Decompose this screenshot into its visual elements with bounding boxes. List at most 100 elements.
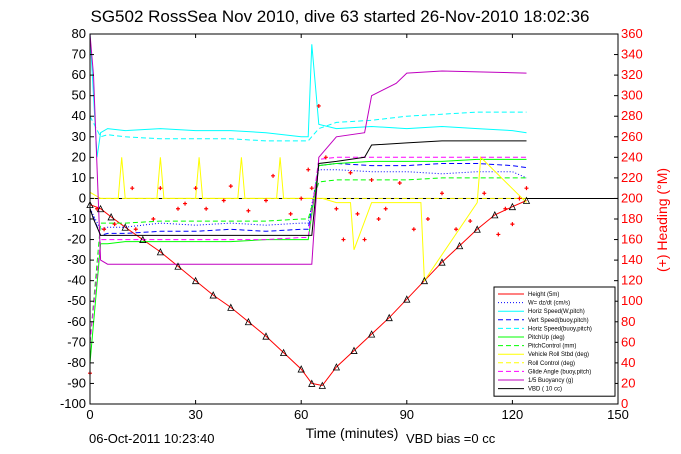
x-tick-label: 90 [400,407,414,422]
heading-point [411,227,416,232]
legend-entry: Roll Control (deg) [528,361,575,367]
heading-point [468,219,473,224]
right-tick-label: 280 [621,108,643,123]
depth-marker [227,303,235,311]
left-tick-label: 10 [72,170,86,185]
heading-point [102,227,107,232]
depth-marker [174,262,182,270]
footer-vbd-bias: VBD bias =0 cc [406,431,496,446]
x-tick-label: 120 [502,407,524,422]
series-line-1 [89,169,527,230]
heading-point [503,206,508,211]
heading-point [183,201,188,206]
legend-entry: Horiz Speed(W,pitch) [528,309,585,315]
heading-point [176,206,180,211]
depth-marker [473,225,481,233]
right-tick-label: 200 [621,190,643,205]
left-axis: -100-90-80-70-60-50-40-30-20-10010203040… [60,26,94,411]
x-tick-label: 60 [294,407,308,422]
left-tick-label: -90 [67,375,86,390]
legend-box [493,286,616,397]
heading-point [348,170,353,175]
series-line-4 [89,111,527,142]
depth-marker [96,204,105,213]
right-tick-label: 240 [621,149,643,164]
left-tick-label: -20 [67,232,86,247]
series-line-2 [89,33,527,158]
depth-marker [350,346,358,354]
left-tick-label: 80 [72,26,86,41]
right-tick-label: 360 [621,26,643,41]
right-tick-label: 260 [621,129,643,144]
heading-point [517,196,522,201]
depth-marker [367,330,376,338]
heading-point [151,217,156,221]
heading-point [309,186,314,191]
right-tick-label: 40 [621,355,635,370]
heading-point [369,177,374,182]
series-line-9 [89,156,527,343]
series-line-3 [89,162,527,237]
heading-point [316,103,321,108]
depth-marker [318,381,326,389]
series-line-11 [89,140,527,236]
heading-point [376,217,381,221]
legend-entry: PitchControl (mm) [528,344,576,350]
heading-point [341,237,346,242]
heading-point [355,211,360,216]
right-tick-label: 300 [621,88,643,103]
legend-entry: Horiz Speed(buoy,pitch) [528,326,592,332]
heading-point [130,186,135,191]
legend-entry: W= dz/dt (cm/s) [528,301,570,307]
heading-point [482,191,487,196]
heading-point [228,184,233,189]
depth-marker [455,241,464,250]
right-tick-label: 180 [621,211,643,226]
right-tick-label: 120 [621,273,643,288]
footer-date: 06-Oct-2011 10:23:40 [89,431,215,446]
right-axis: 0 20 40 60 80 100 120 140 160 180 200 220 240 260 280 3… [614,26,643,411]
legend-entry: PitchUp (deg) [528,335,565,341]
heading-point [383,206,388,211]
series-line-6 [89,177,527,343]
heading-point [221,198,226,203]
depth-marker [522,196,531,204]
x-axis-label: Time (minutes) [306,425,399,441]
left-tick-label: 40 [72,108,86,123]
depth-marker [191,276,200,285]
depth-marker [209,291,217,299]
left-tick-label: 70 [72,47,86,62]
heading-point [299,196,304,201]
heading-point [133,227,138,232]
heading-point [454,227,459,232]
left-tick-label: -10 [67,211,86,226]
right-tick-label: 20 [621,375,635,390]
right-tick-label: 340 [621,47,643,62]
heading-point [204,206,209,211]
x-tick-label: 150 [607,407,629,422]
right-tick-label: 80 [621,314,635,329]
left-tick-label: -50 [67,293,86,308]
legend-entry: 1/5 Buoyancy (g) [528,378,573,384]
depth-marker [491,210,499,219]
depth-marker [385,313,393,322]
heading-point [362,237,367,242]
right-tick-label: 140 [621,252,643,267]
chart-title: SG502 RossSea Nov 2010, dive 63 started … [91,7,590,26]
heading-point [246,208,251,213]
depth-marker [107,213,115,221]
depth-marker [308,379,316,387]
legend: Height (5m) W= dz/dt (cm/s) Horiz Speed(W,… [493,286,616,397]
left-tick-label: -40 [67,273,86,288]
depth-marker [508,202,517,211]
heading-point [193,186,198,191]
depth-marker [139,235,147,243]
left-tick-label: -30 [67,252,86,267]
left-tick-label: 20 [72,149,86,164]
heading-point [95,206,100,211]
right-tick-label: 60 [621,334,635,349]
heading-point [510,222,515,227]
x-tick-label: 0 [86,407,93,422]
legend-entry: Vert Speed(buoy,pitch) [528,318,589,324]
